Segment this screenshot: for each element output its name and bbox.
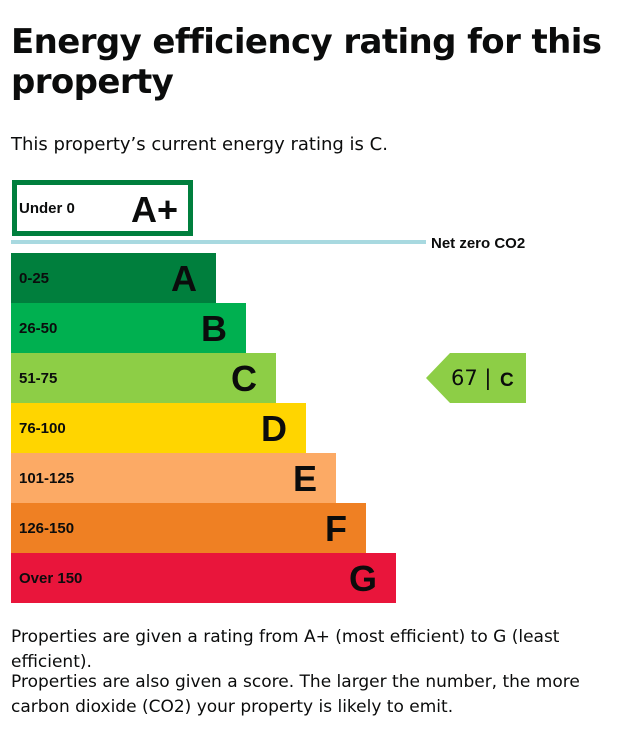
band-e-range: 101-125	[19, 470, 74, 487]
net-zero-line	[11, 240, 426, 244]
band-a-plus-letter: A+	[131, 189, 178, 230]
band-f-letter: F	[325, 508, 347, 549]
current-rating-text: This property’s current energy rating is…	[11, 134, 388, 155]
band-a-letter: A	[171, 258, 197, 299]
band-d	[11, 403, 306, 453]
current-rating-arrow	[426, 353, 526, 403]
band-a-range: 0-25	[19, 270, 49, 287]
band-c-letter: C	[231, 358, 257, 399]
band-g-letter: G	[349, 558, 377, 599]
band-d-range: 76-100	[19, 420, 66, 437]
band-a	[11, 253, 216, 303]
band-a-plus	[12, 180, 193, 236]
current-rating-letter: C	[500, 370, 514, 391]
rating-explanation: Properties are given a rating from A+ (m…	[11, 627, 560, 672]
band-g-range: Over 150	[19, 570, 82, 587]
epc-rating-chart: Under 0 A+ 0-25 A 26-50 B 51-75 C 76-100 D 101-125…	[11, 180, 526, 603]
band-a-plus-range: Under 0	[19, 200, 75, 217]
band-c	[11, 353, 276, 403]
band-e	[11, 453, 336, 503]
band-f-range: 126-150	[19, 520, 74, 537]
band-b-letter: B	[201, 308, 227, 349]
band-b-range: 26-50	[19, 320, 57, 337]
current-rating-score: 67 |	[451, 366, 491, 391]
band-c-range: 51-75	[19, 370, 57, 387]
band-d-letter: D	[261, 408, 287, 449]
band-g	[11, 553, 396, 603]
net-zero-label: Net zero CO2	[431, 235, 525, 252]
score-explanation: Properties are also given a score. The l…	[11, 672, 580, 717]
band-b	[11, 303, 246, 353]
band-f	[11, 503, 366, 553]
page-title: Energy efficiency rating for this proper…	[11, 22, 602, 102]
band-e-letter: E	[293, 458, 317, 499]
